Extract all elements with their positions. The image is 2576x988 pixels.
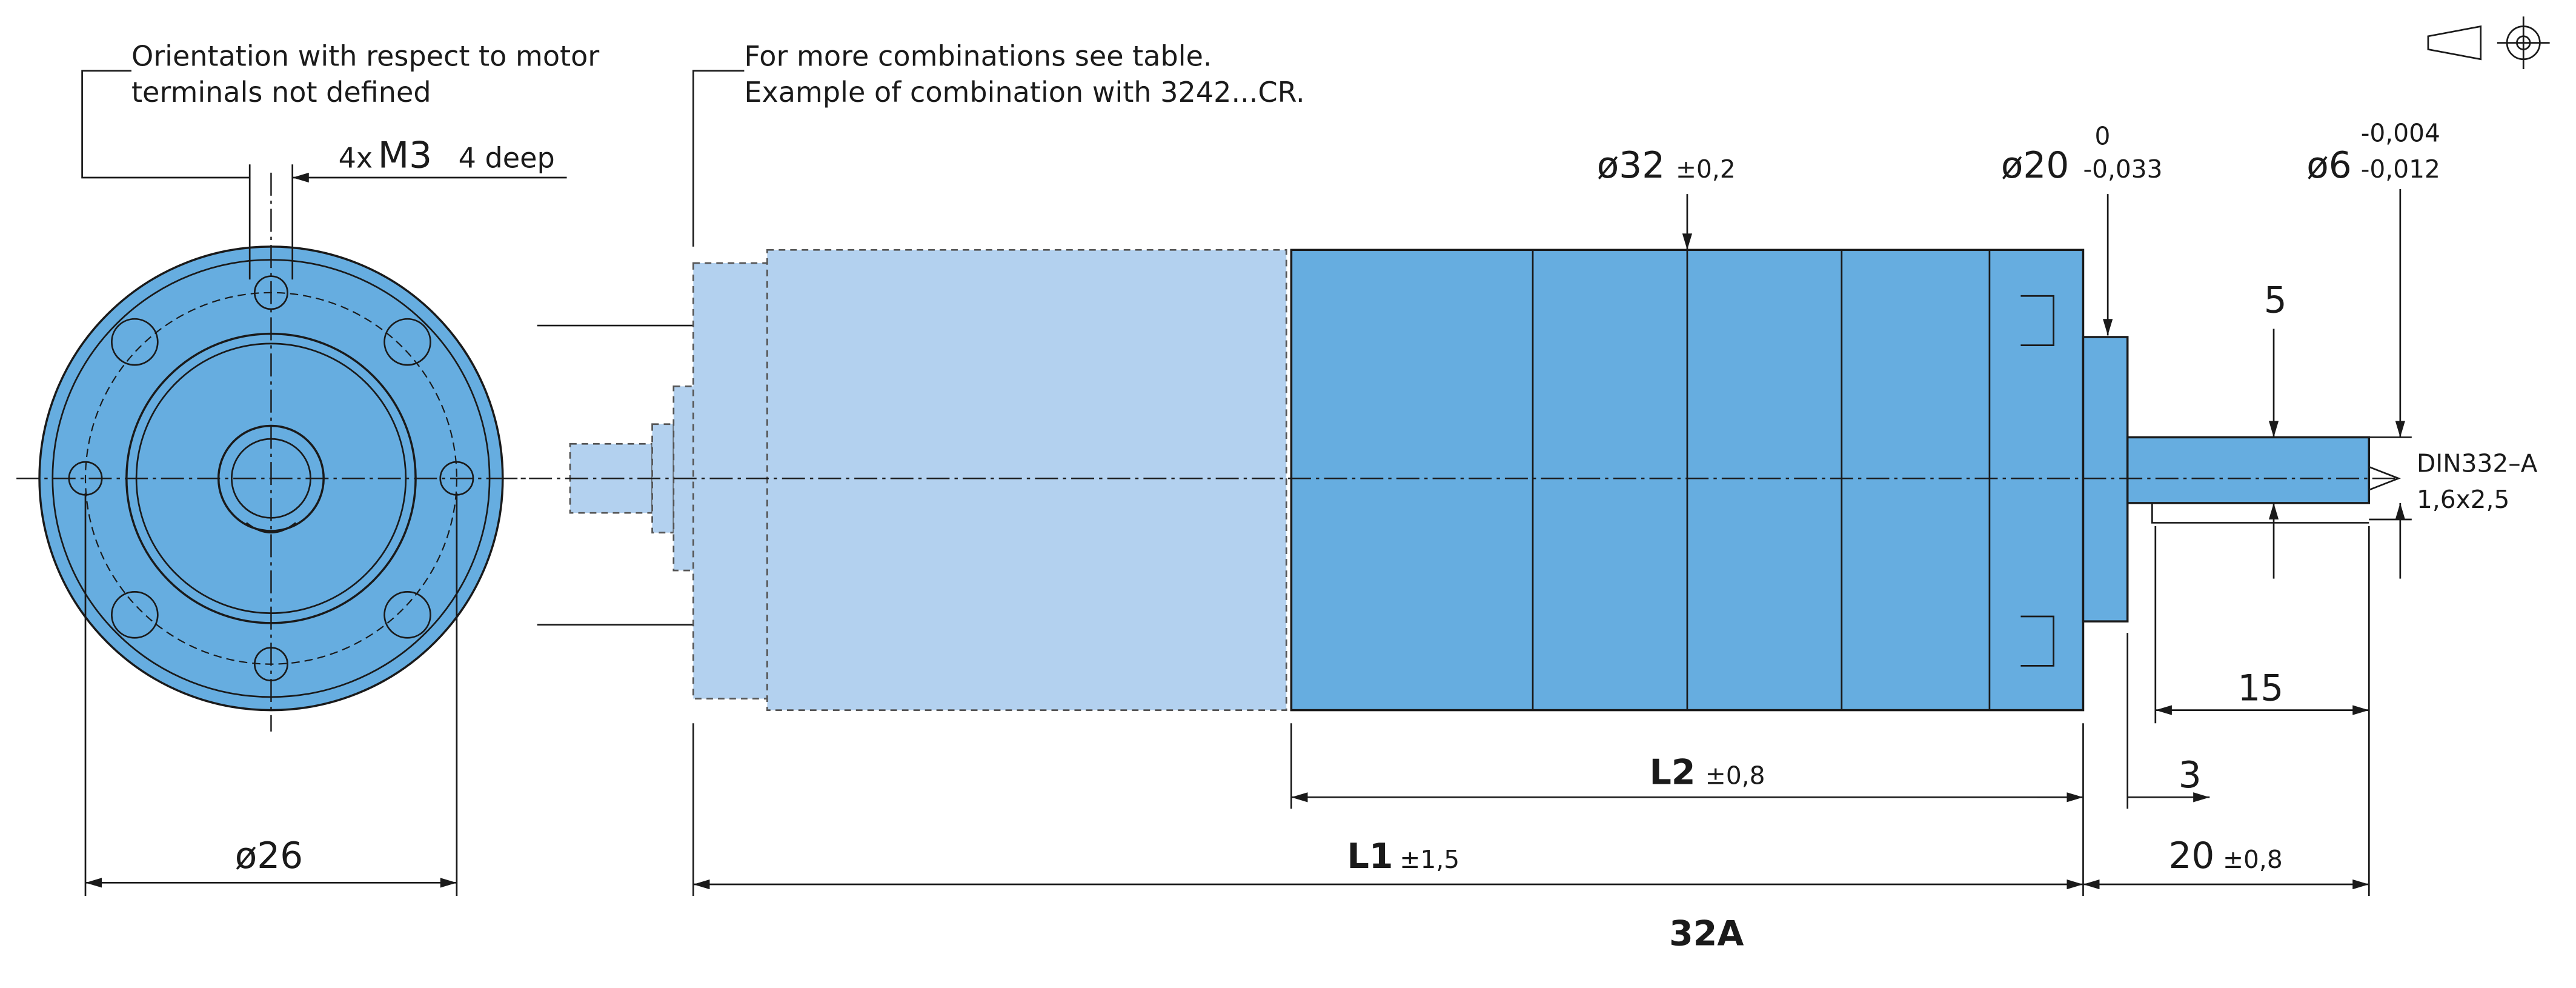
dim: ø20 xyxy=(2001,145,2069,187)
dim: 4x xyxy=(339,142,373,175)
dim: M3 xyxy=(378,135,432,177)
dim: 1,6x2,5 xyxy=(2417,485,2509,514)
dim: 3 xyxy=(2179,755,2202,796)
dim: 20 xyxy=(2168,835,2214,877)
dim: ±0,8 xyxy=(2223,845,2283,874)
dim: DIN332–A xyxy=(2417,449,2538,478)
dim: 4 deep xyxy=(459,142,555,175)
dim: 15 xyxy=(2237,667,2283,709)
dim: ±0,2 xyxy=(1676,155,1736,184)
dim: ø32 xyxy=(1597,145,1665,187)
dim: L1 xyxy=(1347,836,1393,876)
dim: L2 xyxy=(1650,753,1696,793)
front-view xyxy=(16,70,567,896)
note: For more combinations see table. xyxy=(744,40,1212,73)
dim: ±1,5 xyxy=(1399,845,1459,874)
note: Orientation with respect to motor xyxy=(131,40,599,73)
note: Example of combination with 3242...CR. xyxy=(744,76,1304,108)
dim: -0,004 xyxy=(2361,118,2440,147)
dim: ø26 xyxy=(235,835,303,877)
dim: ø6 xyxy=(2306,145,2351,187)
dim: ±0,8 xyxy=(1705,761,1765,790)
side-view xyxy=(493,16,2550,896)
dim: -0,012 xyxy=(2361,155,2440,184)
dim: 0 xyxy=(2094,122,2110,151)
dim: 5 xyxy=(2264,279,2287,321)
note: terminals not defined xyxy=(131,76,431,108)
label: 32A xyxy=(1669,913,1744,953)
dim: -0,033 xyxy=(2083,155,2162,184)
